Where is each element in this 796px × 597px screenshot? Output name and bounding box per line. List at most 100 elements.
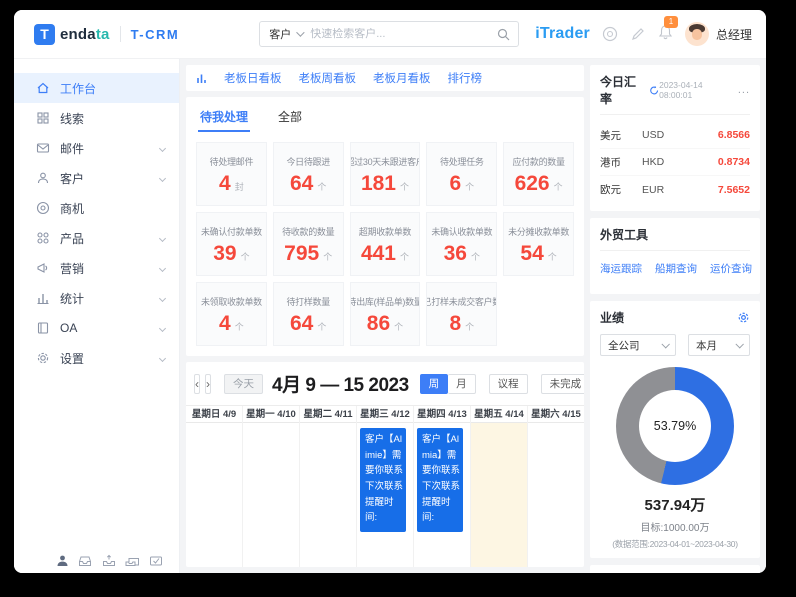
performance-target: 目标:1000.00万 — [640, 523, 710, 534]
calendar-day-column[interactable]: 星期三 4/12 客户【Alimie】需要你联系 下次联系提醒时间: — [357, 406, 414, 567]
link-shipping-schedule[interactable]: 船期查询 — [655, 263, 697, 275]
book-icon — [37, 322, 49, 334]
tab-boss-monthly-board[interactable]: 老板月看板 — [373, 73, 431, 85]
stat-pending-tasks[interactable]: 待处理任务 6 个 — [426, 142, 498, 206]
exchange-rate-card: 今日汇率 2023-04-14 08:00:01 ... 美元 USD 6.8566… — [590, 65, 760, 211]
sidebar-item-statistics[interactable]: 统计 — [14, 283, 179, 313]
search-input[interactable] — [310, 28, 498, 40]
donut-percent-label: 53.79% — [653, 419, 697, 433]
chevron-down-icon — [158, 294, 167, 302]
calendar-prev-button[interactable]: ‹ — [194, 373, 200, 394]
notifications-button[interactable]: 1 — [658, 15, 678, 45]
inbox-icon[interactable] — [78, 554, 92, 567]
trade-tools-title: 外贸工具 — [600, 228, 649, 242]
link-sea-tracking[interactable]: 海运跟踪 — [600, 263, 642, 275]
calendar-today-button[interactable]: 今天 — [224, 373, 263, 394]
period-select[interactable]: 本月 — [688, 334, 750, 356]
logo-text: endata — [60, 25, 110, 43]
stat-receivables[interactable]: 待收款的数量 795 个 — [272, 212, 344, 276]
stat-payables[interactable]: 应付款的数量 626 个 — [503, 142, 574, 206]
stat-unconfirmed-receipts[interactable]: 未确认收款单数 36 个 — [426, 212, 498, 276]
sidebar-item-leads[interactable]: 线索 — [14, 103, 179, 133]
product-name: T-CRM — [130, 26, 180, 42]
sidebar-item-customers[interactable]: 客户 — [14, 163, 179, 193]
performance-donut-chart: 53.79% — [616, 367, 734, 485]
tab-all[interactable]: 全部 — [278, 110, 303, 124]
calendar-day-column[interactable]: 星期二 4/11 — [300, 406, 357, 567]
app-window: T endata T-CRM 客户 iTrader 1 总经理 — [14, 10, 766, 573]
stat-unallocated-receipts[interactable]: 未分摊收款单数 54 个 — [503, 212, 574, 276]
sidebar-item-products[interactable]: 产品 — [14, 223, 179, 253]
sidebar-item-settings[interactable]: 设置 — [14, 343, 179, 373]
performance-date-range: (数据范围:2023-04-01~2023-04-30) — [612, 539, 738, 549]
calendar-day-column[interactable]: 星期四 4/13 客户【Almia】需要你联系 下次联系提醒时间: — [414, 406, 471, 567]
person-icon[interactable] — [56, 554, 69, 567]
mail-check-icon[interactable] — [149, 554, 163, 567]
calendar-day-column[interactable]: 星期一 4/10 — [243, 406, 300, 567]
rates-title: 今日汇率 — [600, 75, 637, 106]
sidebar: 工作台 线索 邮件 客户 商机 产品 — [14, 59, 180, 573]
stat-overdue-receipts[interactable]: 超期收款单数 441 个 — [349, 212, 421, 276]
itrader-logo[interactable]: iTrader — [535, 25, 590, 42]
stat-sampled-not-closed[interactable]: 已打样未成交客户数 8 个 — [426, 282, 498, 346]
chevron-down-icon — [158, 354, 167, 362]
archive-icon[interactable] — [125, 554, 140, 567]
rate-row-hkd: 港币 HKD 0.8734 — [600, 149, 750, 176]
scope-select[interactable]: 全公司 — [600, 334, 676, 356]
leads-icon — [37, 112, 49, 124]
board-tabbar: 老板日看板 老板周看板 老板月看板 排行榜 — [186, 65, 584, 91]
tab-ranking[interactable]: 排行榜 — [447, 73, 483, 85]
tab-boss-daily-board[interactable]: 老板日看板 — [224, 73, 282, 85]
outbox-icon[interactable] — [102, 554, 116, 567]
calendar-event[interactable]: 客户【Almia】需要你联系 下次联系提醒时间: — [417, 428, 463, 532]
calendar-day-column[interactable]: 星期日 4/9 — [186, 406, 243, 567]
rate-row-usd: 美元 USD 6.8566 — [600, 122, 750, 149]
calendar-title: 4月 9 — 15 2023 — [272, 375, 409, 396]
filter-incomplete-button[interactable]: 未完成 — [540, 373, 584, 394]
view-week-button[interactable]: 周 — [419, 373, 449, 394]
sidebar-item-marketing[interactable]: 营销 — [14, 253, 179, 283]
stat-pending-outbound[interactable]: 待出库(样品单)数量 86 个 — [349, 282, 421, 346]
sidebar-item-opportunities[interactable]: 商机 — [14, 193, 179, 223]
chart-icon — [197, 74, 206, 83]
trade-tools-card: 外贸工具 海运跟踪 船期查询 运价查询 — [590, 218, 760, 294]
customer-icon — [37, 172, 49, 184]
stat-unclaimed-receipts[interactable]: 未领取收款单数 4 个 — [196, 282, 267, 346]
refresh-icon[interactable] — [649, 85, 659, 96]
calendar-day-column[interactable]: 星期六 4/15 — [528, 406, 584, 567]
chevron-down-icon — [158, 264, 167, 272]
sidebar-item-mail[interactable]: 邮件 — [14, 133, 179, 163]
performance-amount: 537.94万 — [644, 497, 706, 514]
settings-icon[interactable] — [737, 311, 750, 324]
notification-badge: 1 — [663, 15, 678, 28]
pen-icon[interactable] — [631, 27, 645, 41]
chevron-down-icon — [158, 144, 167, 152]
chevron-down-icon — [735, 340, 744, 349]
more-icon[interactable]: ... — [737, 84, 750, 96]
view-agenda-button[interactable]: 议程 — [488, 373, 528, 394]
stat-customers-30days[interactable]: 超过30天未跟进客户181个 — [349, 142, 421, 206]
view-month-button[interactable]: 月 — [448, 373, 476, 394]
user-role[interactable]: 总经理 — [715, 27, 752, 42]
calendar-next-button[interactable]: › — [205, 373, 211, 394]
calendar-event[interactable]: 客户【Alimie】需要你联系 下次联系提醒时间: — [360, 428, 406, 532]
search-icon[interactable] — [497, 28, 510, 41]
calendar-day-column-today[interactable]: 星期五 4/14 — [471, 406, 528, 567]
rate-row-eur: 欧元 EUR 7.5652 — [600, 183, 750, 197]
search-category-select[interactable]: 客户 — [260, 26, 310, 42]
avatar[interactable] — [684, 22, 709, 46]
tab-boss-weekly-board[interactable]: 老板周看板 — [298, 73, 357, 85]
sidebar-item-oa[interactable]: OA — [14, 313, 179, 343]
opportunity-icon — [36, 201, 50, 215]
link-freight-inquiry[interactable]: 运价查询 — [710, 263, 752, 275]
sidebar-quick-actions — [14, 554, 179, 567]
stat-followups-today[interactable]: 今日待跟进 64 个 — [272, 142, 344, 206]
sidebar-item-workbench[interactable]: 工作台 — [14, 73, 179, 103]
stat-pending-emails[interactable]: 待处理邮件 4 封 — [196, 142, 267, 206]
apps-icon[interactable] — [602, 26, 618, 42]
stat-unconfirmed-payments[interactable]: 未确认付款单数 39 个 — [196, 212, 267, 276]
stat-pending-samples[interactable]: 待打样数量 64 个 — [272, 282, 344, 346]
tab-pending-mine[interactable]: 待我处理 — [198, 105, 251, 132]
marketing-icon — [37, 263, 48, 273]
tendata-logo[interactable]: T endata — [34, 23, 110, 45]
